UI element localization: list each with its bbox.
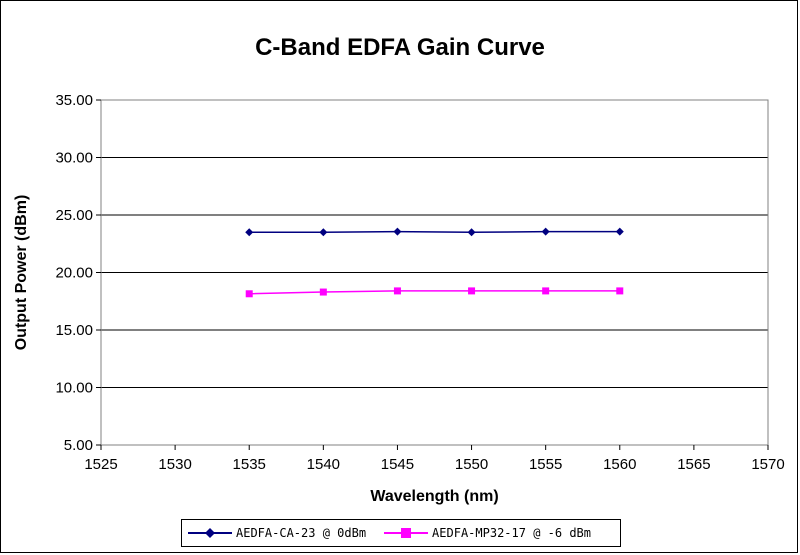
series-1-line bbox=[249, 230, 620, 234]
x-tick-label: 1560 bbox=[603, 456, 636, 473]
legend-label-series-2: AEDFA-MP32-17 @ -6 dBm bbox=[432, 526, 591, 540]
series-2-line bbox=[249, 290, 620, 295]
x-tick-label: 1555 bbox=[529, 456, 562, 473]
legend: AEDFA-CA-23 @ 0dBm AEDFA-MP32-17 @ -6 dB… bbox=[181, 519, 621, 547]
y-tick-label: 10.00 bbox=[55, 380, 93, 397]
y-tick-label: 25.00 bbox=[55, 207, 93, 224]
x-tick-label: 1535 bbox=[233, 456, 266, 473]
series-2-point bbox=[319, 288, 327, 296]
x-tick-label: 1565 bbox=[677, 456, 710, 473]
legend-item-series-2: AEDFA-MP32-17 @ -6 dBm bbox=[384, 526, 591, 540]
x-axis-label: Wavelength (nm) bbox=[370, 488, 498, 505]
y-tick-label: 30.00 bbox=[55, 150, 93, 167]
y-tick-label: 20.00 bbox=[55, 265, 93, 282]
series-1-point bbox=[541, 227, 550, 236]
x-tick-label: 1525 bbox=[84, 456, 117, 473]
series-2-point bbox=[542, 287, 550, 295]
legend-item-series-1: AEDFA-CA-23 @ 0dBm bbox=[188, 526, 366, 540]
series-1-point bbox=[245, 228, 254, 237]
series-2-point bbox=[393, 287, 401, 295]
x-tick-label: 1530 bbox=[158, 456, 191, 473]
y-tick-label: 5.00 bbox=[64, 437, 93, 454]
y-tick-label: 15.00 bbox=[55, 322, 93, 339]
y-axis-label: Output Power (dBm) bbox=[13, 195, 30, 351]
x-tick-label: 1540 bbox=[307, 456, 340, 473]
series-1-point bbox=[467, 228, 476, 237]
series-1-point bbox=[393, 227, 402, 236]
series-1-point bbox=[615, 227, 624, 236]
series-2-point bbox=[616, 287, 624, 295]
y-tick-label: 35.00 bbox=[55, 92, 93, 109]
chart-title: C-Band EDFA Gain Curve bbox=[255, 34, 545, 61]
legend-label-series-1: AEDFA-CA-23 @ 0dBm bbox=[236, 526, 367, 540]
series-1-point bbox=[319, 228, 328, 237]
x-tick-label: 1545 bbox=[381, 456, 414, 473]
legend-marker-diamond-icon bbox=[188, 528, 232, 538]
legend-marker-square-icon bbox=[384, 528, 429, 538]
x-tick-label: 1570 bbox=[751, 456, 784, 473]
x-tick-label: 1550 bbox=[455, 456, 488, 473]
series-2-point bbox=[468, 287, 476, 295]
series-2-point bbox=[245, 290, 253, 298]
